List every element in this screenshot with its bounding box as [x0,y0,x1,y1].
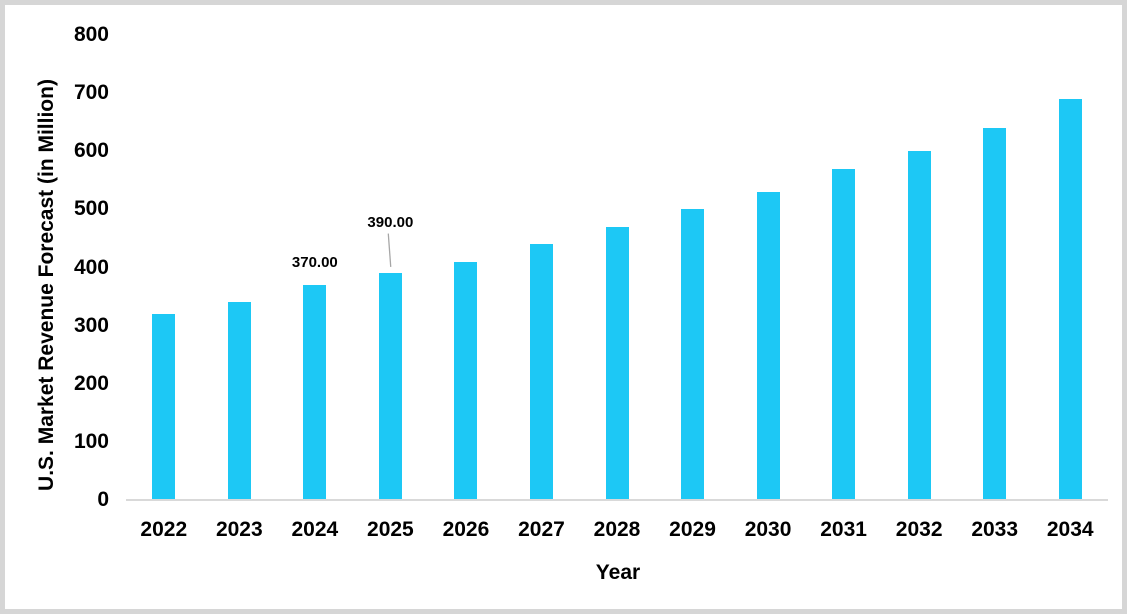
data-label-2024: 370.00 [291,253,338,271]
leader-line [387,233,392,268]
y-tick-label: 500 [73,197,109,221]
x-tick-label-2029: 2029 [669,518,716,541]
y-tick-label: 800 [73,23,109,46]
x-tick-label-2028: 2028 [593,518,641,541]
x-axis-title: Year [595,561,641,584]
bar-2029 [681,209,705,499]
y-tick-label: 100 [73,429,109,453]
y-tick-label: 0 [97,488,109,511]
x-tick-label-2024: 2024 [291,518,339,541]
y-tick-label: 600 [73,139,109,163]
bar-2023 [227,302,251,499]
bar-2026 [454,261,478,499]
bar-2031 [832,168,856,499]
bar-2034 [1058,98,1082,499]
bar-2032 [907,151,931,499]
y-tick-label: 200 [73,371,109,395]
x-tick-label-2022: 2022 [140,518,188,541]
bar-2025 [378,273,402,499]
y-tick-label: 700 [73,81,109,105]
data-label-2025: 390.00 [367,214,414,232]
y-tick-label: 400 [73,255,109,279]
bar-2030 [756,191,780,499]
x-axis-line [126,499,1108,501]
x-tick-label-2033: 2033 [971,518,1019,541]
bar-2033 [983,128,1007,499]
bar-2022 [152,314,176,499]
x-tick-label-2031: 2031 [820,518,867,541]
x-tick-label-2023: 2023 [215,518,263,541]
x-tick-label-2030: 2030 [744,518,792,541]
x-tick-label-2034: 2034 [1046,518,1094,541]
x-tick-label-2025: 2025 [367,518,414,541]
x-tick-label-2027: 2027 [518,518,565,541]
y-tick-label: 300 [73,313,109,337]
bar-chart: U.S. Market Revenue Forecast (in Million… [5,5,1122,609]
bar-2027 [529,244,553,499]
bar-2028 [605,226,629,499]
x-tick-label-2032: 2032 [895,518,943,541]
bar-2024 [303,284,327,499]
x-tick-label-2026: 2026 [442,518,490,541]
